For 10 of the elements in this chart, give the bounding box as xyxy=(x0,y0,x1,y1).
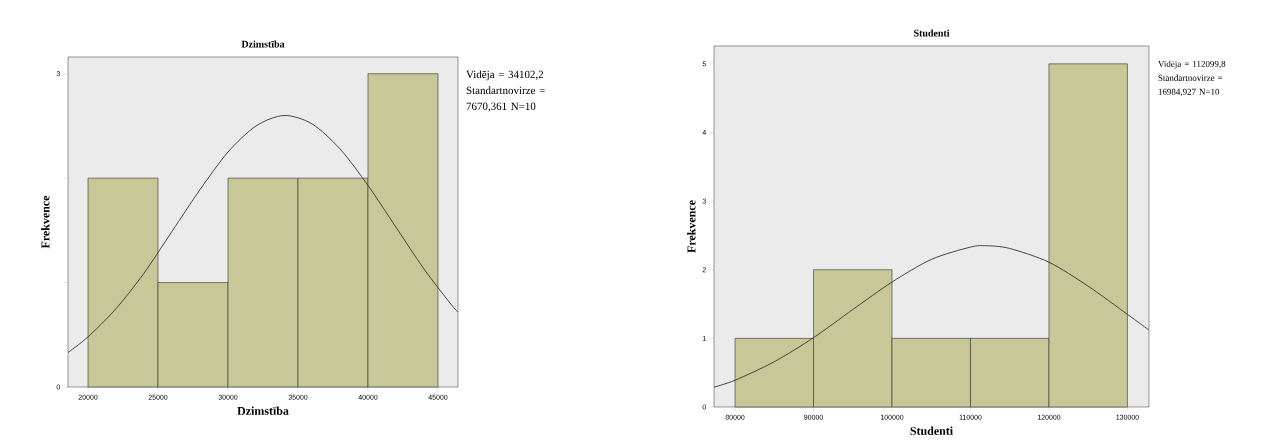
chart-title: Studenti xyxy=(914,29,950,37)
text: Standartnovirze = 16984,927 N=10 xyxy=(1158,74,1223,97)
text: Standartnovirze = 7670,361 N=10 xyxy=(466,86,545,112)
text: Vidēja = 112099,8 xyxy=(1158,60,1226,69)
text: Vidēja = 34102,2 xyxy=(466,70,544,81)
x-axis-title: Dzimstība xyxy=(237,406,289,415)
y-axis-title: Frekvence xyxy=(687,200,696,253)
y-axis-title: Frekvence xyxy=(41,195,50,249)
x-axis-title: Studenti xyxy=(910,426,953,435)
chart-title: Dzimstība xyxy=(241,40,285,48)
